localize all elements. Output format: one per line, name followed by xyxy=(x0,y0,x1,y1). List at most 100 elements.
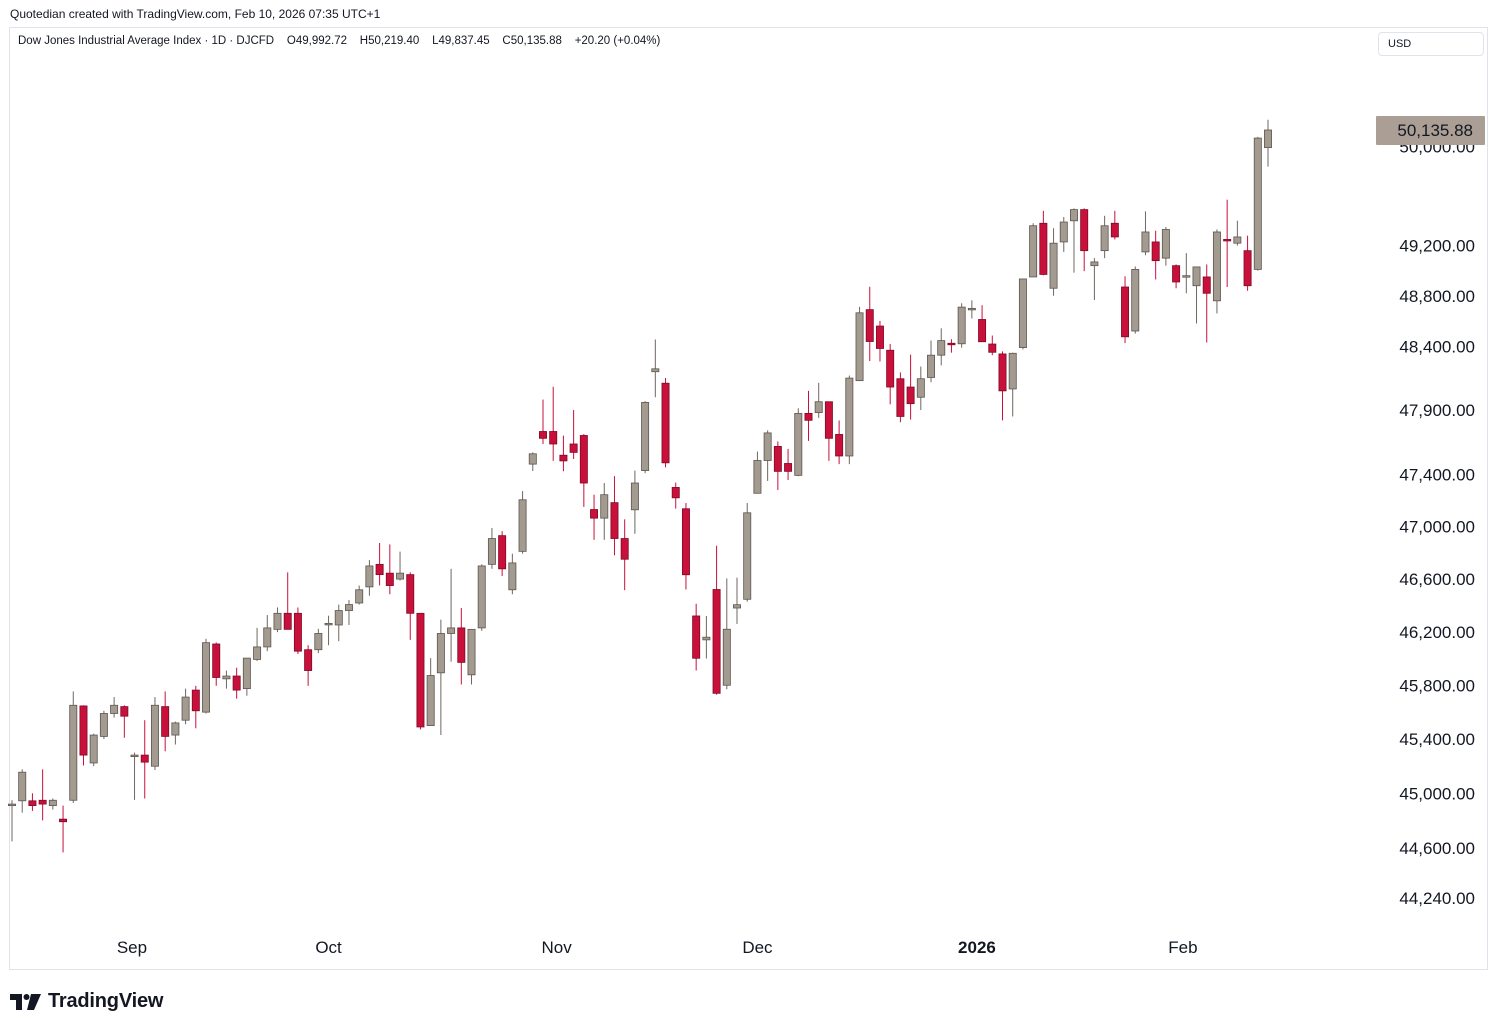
candle-body xyxy=(1233,236,1242,244)
candle-body xyxy=(855,312,864,382)
candle-body xyxy=(38,799,47,805)
last-price-badge xyxy=(1376,116,1485,145)
time-axis-label: Feb xyxy=(1168,938,1197,957)
candle-body xyxy=(835,434,844,457)
candle-body xyxy=(1172,265,1181,283)
legend-open: O49,992.72 xyxy=(286,35,347,47)
candle-body xyxy=(467,628,476,676)
candle-body xyxy=(487,538,496,565)
candle-body xyxy=(426,675,435,727)
candle-body xyxy=(743,512,752,600)
candle-body xyxy=(528,453,537,465)
candle-body xyxy=(253,646,262,660)
tradingview-brand-text: TradingView xyxy=(48,990,164,1012)
candle-body xyxy=(661,382,670,464)
candle-body xyxy=(773,446,782,472)
candle-body xyxy=(273,612,282,630)
candle-body xyxy=(242,657,251,690)
chart-pane[interactable] xyxy=(9,27,1488,970)
candle-body xyxy=(212,643,221,678)
price-axis-label: 44,240.00 xyxy=(1399,889,1475,908)
candle-body xyxy=(1253,137,1262,270)
candle-body xyxy=(794,412,803,476)
candle-body xyxy=(191,689,200,712)
candle-body xyxy=(784,463,793,472)
time-axis-label: Oct xyxy=(315,938,342,957)
legend-symbol: Dow Jones Industrial Average Index · 1D … xyxy=(18,35,275,47)
candle-body xyxy=(150,704,159,767)
candle-body xyxy=(569,443,578,453)
time-axis-label: 2026 xyxy=(958,938,996,957)
tradingview-logo: TradingView xyxy=(10,990,163,1013)
candle-body xyxy=(1090,261,1099,267)
candle-body xyxy=(978,319,987,343)
time-axis-label: Dec xyxy=(742,938,773,957)
candle-body xyxy=(447,627,456,634)
price-axis-label: 45,400.00 xyxy=(1399,730,1475,749)
candle-body xyxy=(334,610,343,626)
price-axis-label: 47,900.00 xyxy=(1399,401,1475,420)
time-axis-label: Nov xyxy=(541,938,572,957)
candle-body xyxy=(1049,242,1058,289)
candle-body xyxy=(1121,286,1130,338)
candle-body xyxy=(396,572,405,580)
candle-body xyxy=(283,612,292,630)
candle-body xyxy=(579,435,588,484)
candle-body xyxy=(692,615,701,659)
candle-body xyxy=(99,713,108,737)
candle-body xyxy=(1039,222,1048,275)
candle-body xyxy=(600,494,609,519)
candle-body xyxy=(1131,269,1140,332)
candle-body xyxy=(508,562,517,591)
candle-body xyxy=(181,696,190,721)
candle-body xyxy=(937,340,946,356)
candle-body xyxy=(345,604,353,611)
candle-body xyxy=(355,589,364,604)
time-axis-label: Sep xyxy=(117,938,147,957)
candle-body xyxy=(416,612,425,728)
candle-body xyxy=(916,378,925,398)
candle-body xyxy=(947,342,956,346)
candle-body xyxy=(1141,231,1150,253)
candle-body xyxy=(1192,266,1201,287)
candle-body xyxy=(988,343,997,353)
candle-body xyxy=(518,499,527,552)
candle-body xyxy=(927,354,935,378)
candle-body xyxy=(906,386,915,405)
symbol-legend: Dow Jones Industrial Average Index · 1D … xyxy=(18,35,660,47)
candle-body xyxy=(1110,222,1119,238)
candle-body xyxy=(1008,352,1017,390)
candle-body xyxy=(865,309,874,342)
candle-body xyxy=(702,636,711,641)
legend-change: +20.20 (+0.04%) xyxy=(574,35,661,47)
candle-body xyxy=(1018,278,1027,348)
candle-body xyxy=(763,432,772,461)
candle-body xyxy=(171,722,180,736)
candle-body xyxy=(365,565,374,588)
candle-body xyxy=(804,412,813,421)
candle-body xyxy=(814,401,823,414)
candle-body xyxy=(1202,276,1211,294)
candle-body xyxy=(324,622,333,626)
candle-body xyxy=(130,754,139,757)
candle-body xyxy=(161,706,170,737)
candle-body xyxy=(733,604,741,609)
candle-body xyxy=(1264,129,1272,148)
legend-high: H50,219.40 xyxy=(359,35,420,47)
candle-body xyxy=(1070,209,1078,222)
candle-body xyxy=(385,572,394,586)
currency-selector[interactable]: USD xyxy=(1378,32,1484,56)
candle-body xyxy=(896,378,905,417)
candle-body xyxy=(1151,241,1160,262)
candle-body xyxy=(28,800,37,806)
candle-body xyxy=(590,509,599,519)
candle-body xyxy=(539,431,547,439)
candle-body xyxy=(1182,275,1191,278)
candle-body xyxy=(8,803,16,806)
candle-body xyxy=(140,754,149,763)
candle-body xyxy=(824,401,833,439)
candle-body xyxy=(293,612,302,652)
candle-body xyxy=(18,771,27,802)
candle-body xyxy=(120,706,129,717)
price-axis-label: 45,000.00 xyxy=(1399,784,1475,803)
